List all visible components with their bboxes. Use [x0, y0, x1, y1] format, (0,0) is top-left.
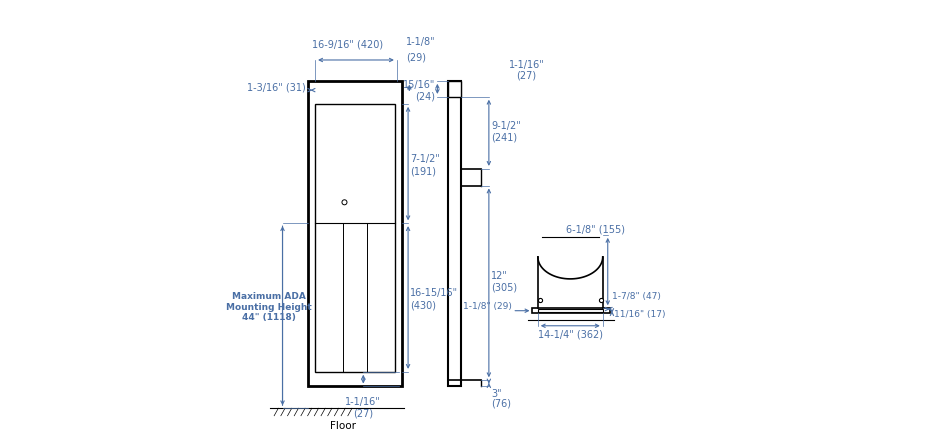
Bar — [533, 308, 610, 313]
Bar — [448, 81, 462, 97]
Text: Floor: Floor — [330, 421, 356, 431]
Text: (27): (27) — [353, 408, 374, 418]
Text: (305): (305) — [491, 283, 517, 292]
Bar — [308, 81, 401, 387]
Text: 15/16": 15/16" — [403, 80, 436, 90]
Text: 16-9/16" (420): 16-9/16" (420) — [312, 39, 383, 50]
Text: 1-1/16": 1-1/16" — [345, 397, 381, 407]
Text: (29): (29) — [406, 52, 426, 62]
Text: 16-15/16": 16-15/16" — [410, 288, 458, 299]
Text: 12": 12" — [491, 271, 508, 281]
Text: (241): (241) — [491, 132, 517, 143]
Text: (430): (430) — [410, 301, 437, 311]
Text: (27): (27) — [516, 70, 536, 80]
Text: 1-1/16": 1-1/16" — [509, 60, 545, 70]
Text: 1-3/16" (31): 1-3/16" (31) — [247, 82, 305, 92]
Text: (76): (76) — [491, 398, 511, 408]
Text: 11/16" (17): 11/16" (17) — [614, 310, 665, 319]
Text: 1-1/8": 1-1/8" — [406, 38, 436, 48]
Text: (24): (24) — [415, 92, 436, 102]
Bar — [315, 104, 395, 372]
Text: Maximum ADA
Mounting Height
44" (1118): Maximum ADA Mounting Height 44" (1118) — [227, 292, 312, 322]
Text: 9-1/2": 9-1/2" — [491, 121, 521, 130]
Text: (191): (191) — [410, 167, 437, 177]
Bar — [448, 81, 462, 387]
Bar — [537, 308, 603, 312]
Text: 1-7/8" (47): 1-7/8" (47) — [612, 292, 660, 302]
Text: 7-1/2": 7-1/2" — [410, 154, 440, 165]
Text: 3": 3" — [491, 388, 501, 399]
Text: 1-1/8" (29): 1-1/8" (29) — [462, 302, 512, 311]
Text: 6-1/8" (155): 6-1/8" (155) — [566, 225, 625, 235]
Text: 14-1/4" (362): 14-1/4" (362) — [537, 329, 603, 339]
